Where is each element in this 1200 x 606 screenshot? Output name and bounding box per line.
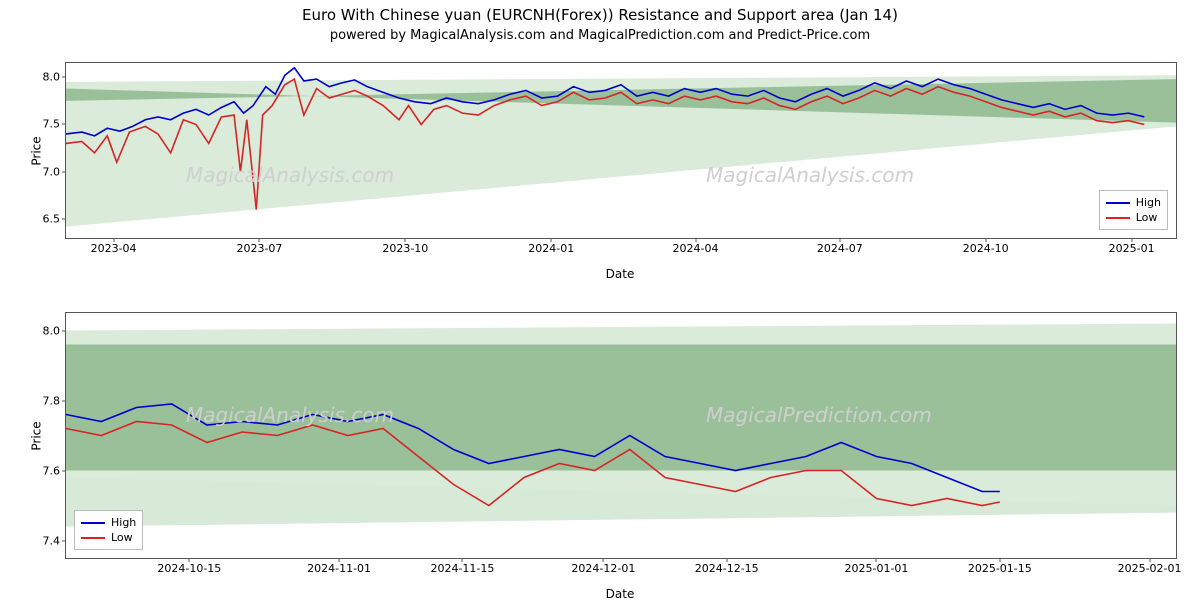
top-x-axis-label: Date [606,267,635,281]
top-legend: High Low [1099,190,1168,230]
bottom-chart-plot: Price MagicalAnalysis.com MagicalPredict… [65,312,1177,559]
bottom-legend: High Low [74,510,143,550]
legend-label-high: High [1136,195,1161,210]
bottom-chart-svg [66,313,1176,558]
legend-label-low: Low [1136,210,1158,225]
legend-swatch-high [1106,202,1130,204]
top-chart-svg [66,63,1176,238]
top-y-axis-label: Price [30,136,44,165]
top-chart-plot: Price MagicalAnalysis.com MagicalAnalysi… [65,62,1177,239]
bottom-x-axis-label: Date [606,587,635,601]
legend-label-high: High [111,515,136,530]
chart-title: Euro With Chinese yuan (EURCNH(Forex)) R… [0,6,1200,24]
chart-subtitle: powered by MagicalAnalysis.com and Magic… [0,28,1200,43]
legend-swatch-high [81,522,105,524]
legend-swatch-low [81,537,105,539]
bottom-y-axis-label: Price [30,421,44,450]
legend-label-low: Low [111,530,133,545]
legend-swatch-low [1106,217,1130,219]
